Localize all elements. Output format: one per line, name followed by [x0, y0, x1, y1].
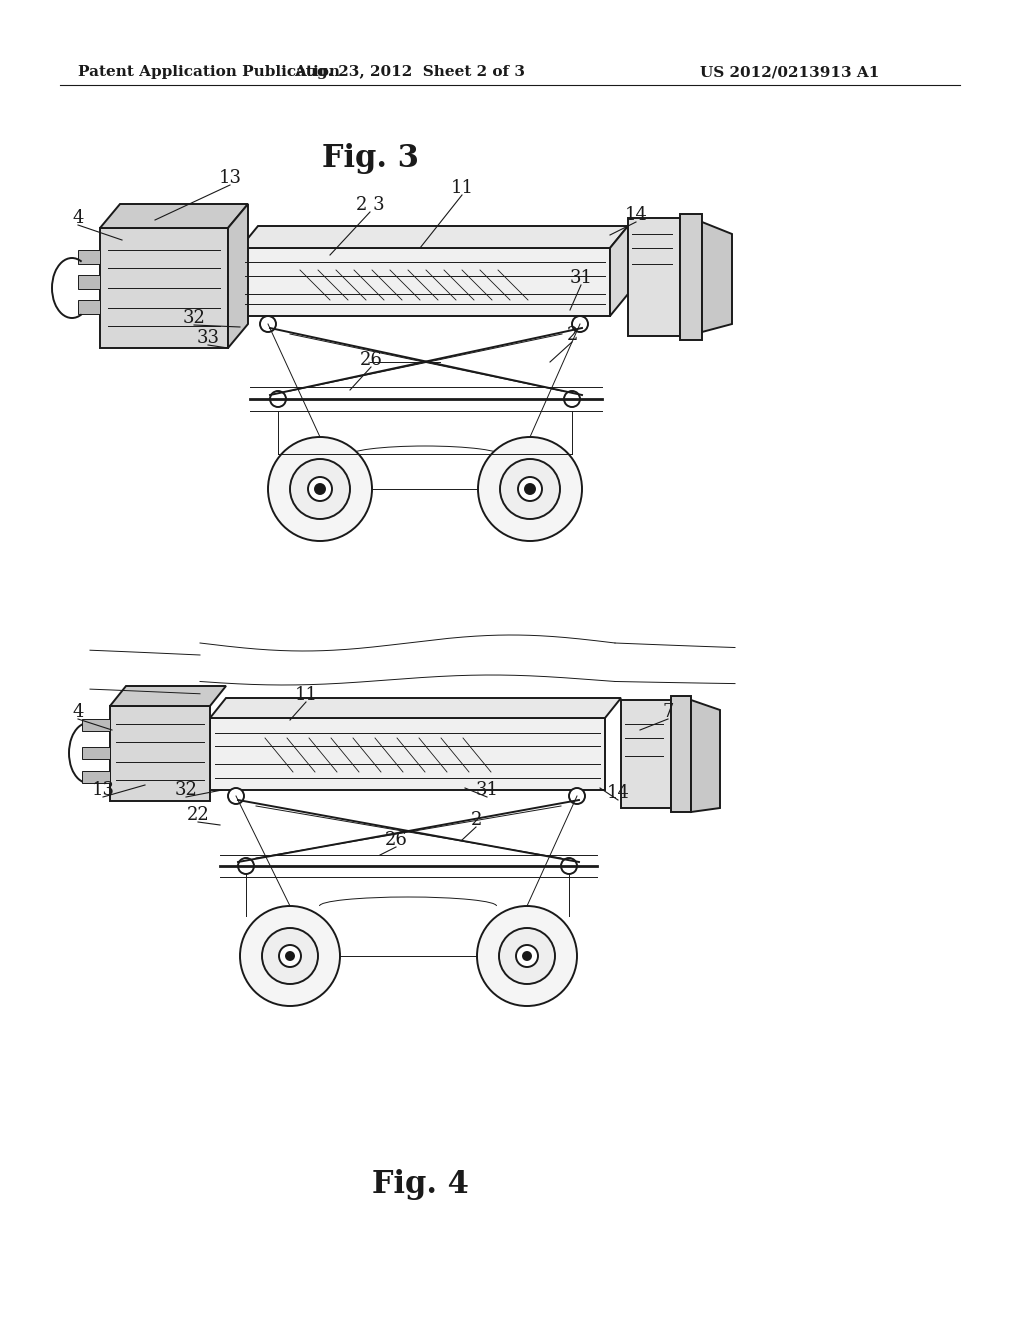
Polygon shape: [210, 698, 621, 718]
Text: 2: 2: [470, 810, 481, 829]
Circle shape: [315, 484, 325, 494]
Circle shape: [268, 437, 372, 541]
Text: 2 3: 2 3: [355, 195, 384, 214]
Text: 26: 26: [385, 832, 408, 849]
Text: 22: 22: [186, 807, 209, 824]
Circle shape: [518, 477, 542, 502]
Bar: [628, 218, 680, 337]
Polygon shape: [240, 226, 628, 248]
Polygon shape: [702, 222, 732, 333]
Text: Fig. 4: Fig. 4: [372, 1170, 468, 1200]
Text: Aug. 23, 2012  Sheet 2 of 3: Aug. 23, 2012 Sheet 2 of 3: [295, 65, 525, 79]
Text: Fig. 3: Fig. 3: [322, 143, 419, 173]
Text: 2: 2: [566, 326, 578, 345]
Circle shape: [572, 315, 588, 333]
Circle shape: [286, 952, 294, 960]
Bar: [82, 719, 110, 731]
Bar: [100, 228, 228, 348]
Bar: [110, 706, 210, 801]
Text: 31: 31: [569, 269, 593, 286]
Bar: [240, 248, 610, 315]
Circle shape: [564, 391, 580, 407]
Circle shape: [228, 788, 244, 804]
Circle shape: [260, 315, 276, 333]
Text: 33: 33: [197, 329, 219, 347]
Circle shape: [279, 945, 301, 968]
Circle shape: [500, 459, 560, 519]
Text: 7: 7: [663, 704, 674, 721]
Circle shape: [240, 906, 340, 1006]
Circle shape: [290, 459, 350, 519]
Circle shape: [478, 437, 582, 541]
Polygon shape: [100, 205, 248, 228]
Text: 13: 13: [91, 781, 115, 799]
Text: 31: 31: [475, 781, 499, 799]
Bar: [78, 300, 100, 314]
Bar: [210, 718, 605, 789]
Text: 32: 32: [174, 781, 198, 799]
Text: 4: 4: [73, 704, 84, 721]
Text: 4: 4: [73, 209, 84, 227]
Bar: [78, 249, 100, 264]
Circle shape: [270, 391, 286, 407]
Bar: [78, 275, 100, 289]
Text: 11: 11: [451, 180, 473, 197]
Circle shape: [477, 906, 577, 1006]
Circle shape: [499, 928, 555, 983]
Bar: [680, 214, 702, 341]
Bar: [82, 747, 110, 759]
Polygon shape: [228, 205, 248, 348]
Circle shape: [262, 928, 318, 983]
Text: 11: 11: [295, 686, 317, 704]
Text: Patent Application Publication: Patent Application Publication: [78, 65, 340, 79]
Circle shape: [516, 945, 538, 968]
Circle shape: [569, 788, 585, 804]
Text: 14: 14: [625, 206, 647, 224]
Bar: [82, 771, 110, 783]
Text: US 2012/0213913 A1: US 2012/0213913 A1: [700, 65, 880, 79]
Polygon shape: [610, 226, 628, 315]
Circle shape: [523, 952, 531, 960]
Bar: [621, 700, 671, 808]
Text: 14: 14: [606, 784, 630, 803]
Polygon shape: [110, 686, 226, 706]
Circle shape: [238, 858, 254, 874]
Circle shape: [525, 484, 535, 494]
Bar: [671, 696, 691, 812]
Text: 13: 13: [218, 169, 242, 187]
Text: 26: 26: [359, 351, 382, 370]
Text: 32: 32: [182, 309, 206, 327]
Polygon shape: [691, 700, 720, 812]
Circle shape: [308, 477, 332, 502]
Circle shape: [561, 858, 577, 874]
